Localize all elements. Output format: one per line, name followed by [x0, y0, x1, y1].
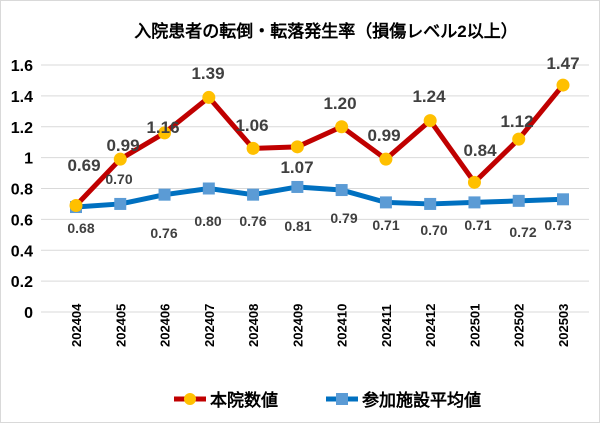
legend-item-average[interactable]: 参加施設平均値 [326, 390, 481, 410]
data-point-circle [290, 140, 304, 154]
data-point-circle [467, 175, 481, 189]
data-label: 0.69 [67, 156, 100, 175]
data-point-square [512, 194, 525, 207]
data-label: 1.47 [546, 54, 579, 73]
data-label: 0.70 [105, 171, 132, 187]
data-label: 0.80 [194, 213, 221, 229]
legend-item-hospital[interactable]: 本院数値 [174, 390, 278, 410]
data-point-square [379, 196, 392, 209]
y-tick-label: 1.4 [11, 89, 33, 106]
data-label: 1.16 [146, 118, 179, 137]
data-point-square [335, 184, 348, 197]
legend: 本院数値 参加施設平均値 [174, 390, 481, 410]
data-labels: 0.68 0.70 0.76 0.80 0.76 0.81 0.79 0.71 0.70 0.71… [67, 54, 579, 241]
y-tick-label: 1.6 [11, 58, 33, 75]
data-label: 1.39 [191, 64, 224, 83]
data-label: 0.84 [463, 141, 497, 160]
data-point-square [557, 193, 569, 206]
average-line [75, 184, 564, 210]
data-point-circle [158, 126, 172, 140]
x-tick-label: 202411 [379, 304, 394, 347]
x-tick-label: 202404 [69, 303, 84, 347]
x-tick-label: 202408 [246, 304, 261, 347]
y-tick-label: 0.2 [11, 274, 33, 291]
data-label: 1.06 [235, 116, 268, 135]
data-point-circle [113, 152, 127, 166]
data-point-circle [335, 120, 349, 134]
x-tick-label: 202405 [113, 304, 128, 347]
data-point-square [202, 182, 215, 195]
data-point-square [158, 188, 171, 201]
x-axis: 202404 202405 202406 202407 202408 202409 2024… [69, 303, 571, 347]
data-label: 0.99 [106, 136, 139, 155]
legend-marker-square [336, 393, 348, 405]
x-tick-label: 202409 [290, 304, 305, 347]
data-point-circle [512, 132, 526, 146]
data-label: 0.70 [420, 222, 447, 238]
data-point-circle [202, 90, 216, 104]
data-label: 1.07 [280, 158, 313, 177]
data-point-circle [246, 141, 260, 155]
hospital-line [74, 83, 565, 208]
x-tick-label: 202503 [556, 304, 571, 347]
data-label: 0.71 [464, 217, 491, 233]
data-point-circle [69, 198, 83, 212]
x-tick-label: 202501 [467, 304, 482, 347]
y-tick-label: 0.6 [11, 212, 33, 229]
data-point-square [247, 188, 260, 201]
y-tick-label: 1.2 [11, 120, 33, 137]
y-tick-label: 0 [24, 305, 33, 322]
x-tick-label: 202502 [512, 304, 527, 347]
data-label: 0.76 [239, 213, 266, 229]
x-tick-label: 202412 [423, 304, 438, 347]
data-label: 1.12 [500, 112, 533, 131]
y-tick-label: 1 [24, 151, 33, 168]
data-point-square [114, 197, 127, 210]
data-point-square [291, 180, 304, 193]
data-label: 0.76 [150, 225, 177, 241]
legend-label-hospital: 本院数値 [210, 390, 278, 410]
data-label: 0.68 [67, 220, 94, 236]
data-label: 0.99 [367, 126, 400, 145]
x-tick-label: 202410 [335, 304, 350, 347]
y-tick-label: 0.4 [11, 243, 33, 260]
data-label: 0.72 [509, 224, 536, 240]
chart-title: 入院患者の転倒・転落発生率（損傷レベル2以上） [134, 21, 517, 41]
legend-label-average: 参加施設平均値 [362, 390, 481, 410]
data-point-circle [379, 152, 393, 166]
data-point-square [468, 196, 481, 209]
data-label: 0.73 [544, 217, 571, 233]
series-group [69, 78, 570, 214]
x-tick-label: 202406 [158, 304, 173, 347]
data-point-circle [556, 78, 570, 92]
y-tick-label: 0.8 [11, 182, 33, 199]
data-label: 0.81 [284, 218, 311, 234]
data-label: 1.24 [412, 87, 446, 106]
data-point-square [424, 197, 437, 210]
data-label: 0.79 [330, 210, 357, 226]
data-label: 0.71 [372, 217, 399, 233]
data-point-circle [423, 114, 437, 128]
x-tick-label: 202407 [202, 304, 217, 347]
legend-marker-circle [184, 393, 196, 405]
data-label: 1.20 [323, 94, 356, 113]
y-axis: 0 0.2 0.4 0.6 0.8 1 1.2 1.4 1.6 [11, 58, 33, 322]
